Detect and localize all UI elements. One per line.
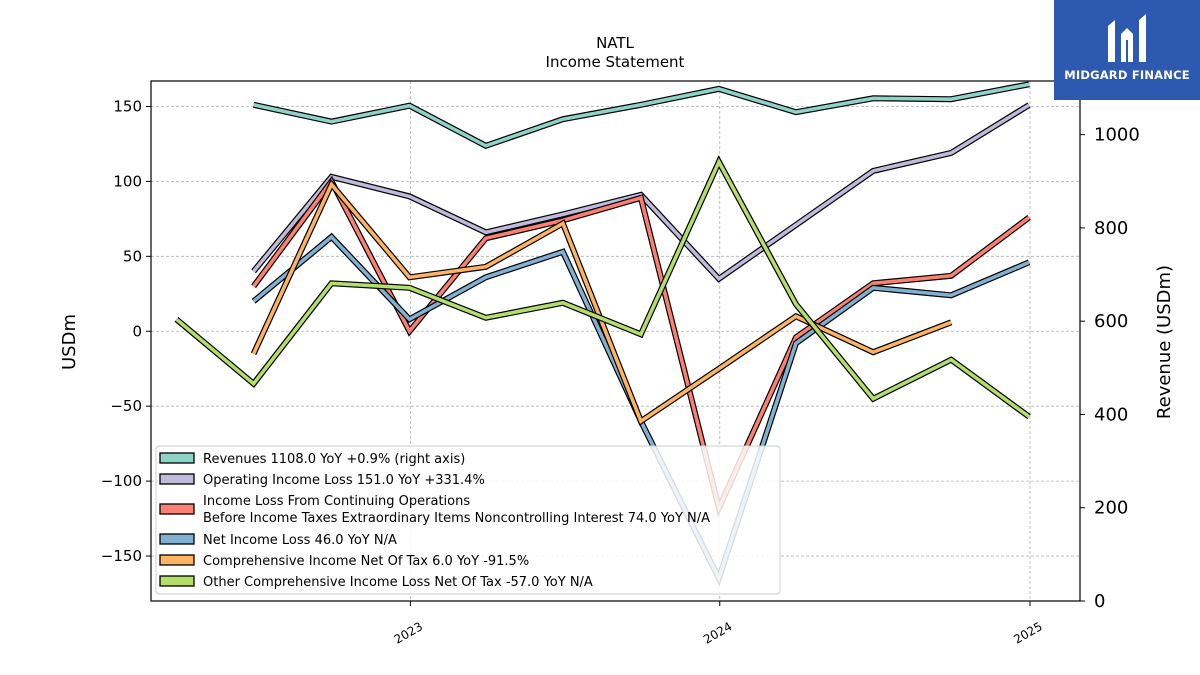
series-line-revenues: [253, 82, 1030, 148]
tick-label-left: 0: [132, 322, 142, 340]
legend-swatch: [159, 473, 195, 485]
left-axis-label: USDm: [59, 314, 80, 370]
legend-label: Comprehensive Income Net Of Tax 6.0 YoY …: [203, 554, 529, 569]
tick-label-left: −100: [101, 472, 142, 490]
chart-title: NATL: [596, 34, 634, 52]
tick-label-x: 2025: [1011, 619, 1044, 646]
legend-swatch: [159, 554, 195, 566]
tick-label-left: 100: [113, 172, 142, 190]
tick-label-right: 1000: [1094, 125, 1140, 146]
legend-label: Other Comprehensive Income Loss Net Of T…: [203, 575, 593, 590]
tick-label-left: 150: [113, 97, 142, 115]
logo-mark-icon: [1108, 14, 1146, 62]
legend-box: [155, 445, 781, 595]
legend-label: Income Loss From Continuing Operations: [203, 494, 470, 509]
series-line-income-loss-from-continuing-operations-b: [252, 178, 1031, 514]
tick-label-right: 800: [1094, 218, 1128, 239]
tick-label-x: 2024: [701, 619, 734, 646]
legend-label: Revenues 1108.0 YoY +0.9% (right axis): [203, 452, 465, 467]
plot-frame: [150, 80, 1081, 602]
legend-swatch: [159, 452, 195, 464]
logo-text: MIDGARD FINANCE: [1064, 68, 1190, 82]
chart-subtitle: Income Statement: [546, 53, 685, 71]
legend-label: Net Income Loss 46.0 YoY N/A: [203, 533, 397, 548]
series-line-comprehensive-income-net-of-tax: [251, 181, 952, 424]
legend-swatch: [159, 503, 195, 515]
tick-label-x: 2023: [392, 619, 425, 646]
tick-label-right: 0: [1094, 591, 1105, 612]
legend-swatch: [159, 533, 195, 545]
tick-label-left: −50: [110, 397, 142, 415]
tick-label-right: 600: [1094, 311, 1128, 332]
tick-label-right: 200: [1094, 498, 1128, 519]
tick-label-left: 50: [123, 247, 142, 265]
series-line-other-comprehensive-income-loss-net-of-t: [175, 157, 1031, 419]
right-axis-label: Revenue (USDm): [1154, 265, 1175, 419]
tick-label-left: −150: [101, 547, 142, 565]
legend-label: Operating Income Loss 151.0 YoY +331.4%: [203, 473, 485, 488]
legend-label: Before Income Taxes Extraordinary Items …: [203, 511, 710, 526]
midgard-finance-logo: MIDGARD FINANCE: [1054, 0, 1200, 100]
tick-label-right: 400: [1094, 404, 1128, 425]
legend-swatch: [159, 575, 195, 587]
